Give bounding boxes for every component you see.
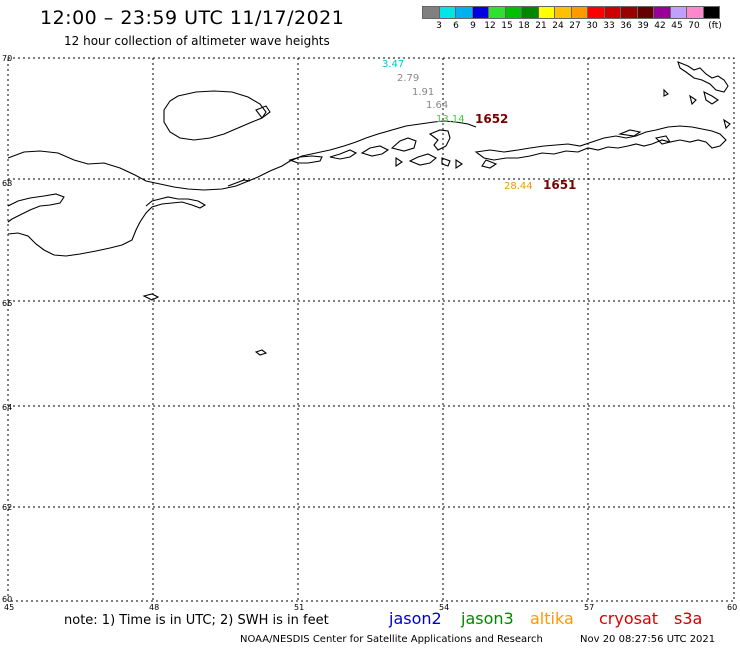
pass-time-label: 1651: [543, 178, 576, 192]
lon-label: 51: [294, 603, 304, 612]
legend-labels: 3 6 9 12 15 18 21 24 27 30 33 36 39 42 4…: [422, 21, 740, 33]
coastline: [7, 61, 731, 356]
wave-height-value: 28.44: [504, 181, 533, 192]
footer-credit: NOAA/NESDIS Center for Satellite Applica…: [240, 634, 543, 645]
wave-height-value: 3.47: [382, 59, 404, 70]
lon-gridlines: [152, 58, 589, 601]
legend-label: 15: [501, 21, 513, 31]
legend-label: 42: [654, 21, 666, 31]
legend-label: 3: [436, 21, 442, 31]
lat-label: 62: [2, 503, 12, 512]
wave-height-value: 13.14: [436, 114, 465, 125]
lon-label: 48: [149, 603, 159, 612]
color-legend: [422, 6, 720, 19]
legend-label: 45: [671, 21, 683, 31]
map-subtitle: 12 hour collection of altimeter wave hei…: [64, 34, 330, 48]
legend-swatch: [702, 6, 720, 19]
footer-timestamp: Nov 20 08:27:56 UTC 2021: [580, 634, 716, 645]
wave-height-value: 1.64: [426, 100, 448, 111]
legend-label: 12: [484, 21, 496, 31]
footer-note: note: 1) Time is in UTC; 2) SWH is in fe…: [64, 613, 329, 628]
lat-label: 60: [2, 595, 12, 604]
legend-label: 24: [552, 21, 564, 31]
wave-height-value: 2.79: [397, 73, 419, 84]
legend-label: 30: [586, 21, 598, 31]
lon-label: 60: [727, 603, 737, 612]
satellite-cryosat-label: cryosat: [599, 609, 659, 628]
map-title: 12:00 – 23:59 UTC 11/17/2021: [40, 7, 345, 29]
lat-label: 66: [2, 299, 12, 308]
satellite-s3a-label: s3a: [674, 609, 703, 628]
satellite-jason2-label: jason2: [389, 609, 442, 628]
legend-label: 9: [470, 21, 476, 31]
wave-height-value: 1.91: [412, 87, 434, 98]
lat-gridlines: [8, 178, 734, 508]
legend-label: 18: [518, 21, 530, 31]
satellite-altika-label: altika: [530, 609, 574, 628]
lon-label: 57: [584, 603, 594, 612]
lon-label: 45: [4, 603, 14, 612]
legend-label: 70: [688, 21, 700, 31]
legend-label: 39: [637, 21, 649, 31]
lon-label: 54: [439, 603, 449, 612]
satellite-jason3-label: jason3: [461, 609, 514, 628]
lat-label: 64: [2, 403, 12, 412]
legend-label: 33: [603, 21, 615, 31]
map-frame: [7, 57, 735, 602]
lat-label: 68: [2, 179, 12, 188]
legend-label: 36: [620, 21, 632, 31]
lat-label: 70: [2, 54, 12, 63]
legend-label: 21: [535, 21, 547, 31]
legend-label: (ft): [708, 21, 722, 31]
legend-label: 27: [569, 21, 581, 31]
legend-label: 6: [453, 21, 459, 31]
pass-time-label: 1652: [475, 112, 508, 126]
